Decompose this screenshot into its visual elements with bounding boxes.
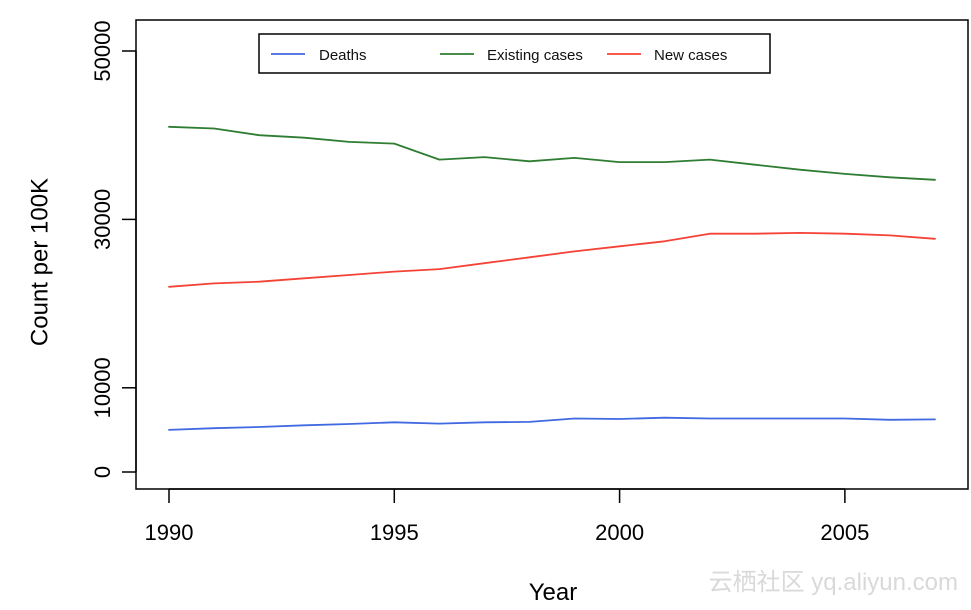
y-axis-label: Count per 100K bbox=[26, 178, 53, 346]
legend-label-new-cases: New cases bbox=[654, 47, 727, 64]
y-tick-label-30000: 30000 bbox=[90, 189, 115, 250]
legend-label-existing-cases: Existing cases bbox=[487, 47, 583, 64]
y-tick-label-50000: 50000 bbox=[90, 20, 115, 81]
x-tick-label-2000: 2000 bbox=[595, 520, 644, 545]
legend-box bbox=[258, 33, 771, 74]
x-tick-label-2005: 2005 bbox=[820, 520, 869, 545]
y-tick-label-10000: 10000 bbox=[90, 357, 115, 418]
x-tick-label-1990: 1990 bbox=[145, 520, 194, 545]
series-line-new-cases bbox=[168, 231, 936, 288]
series-line-deaths bbox=[168, 416, 936, 431]
watermark-text: 云栖社区 yq.aliyun.com bbox=[709, 569, 958, 596]
series-line-existing-cases bbox=[168, 125, 936, 181]
x-tick-label-1995: 1995 bbox=[370, 520, 419, 545]
x-axis-label: Year bbox=[529, 579, 578, 606]
y-tick-label-0: 0 bbox=[90, 466, 115, 478]
legend-label-deaths: Deaths bbox=[319, 47, 367, 64]
